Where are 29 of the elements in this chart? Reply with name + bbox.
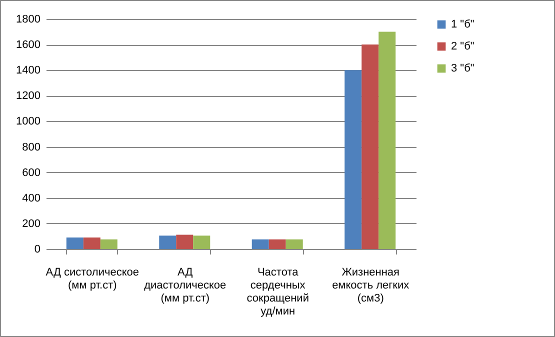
y-tick-label: 1200 xyxy=(16,90,40,102)
y-tick-label: 1600 xyxy=(16,39,40,52)
bar xyxy=(268,239,286,249)
bar xyxy=(378,32,396,249)
bar xyxy=(344,70,362,249)
y-tick-label: 1400 xyxy=(16,64,40,77)
y-tick-label: 200 xyxy=(22,218,40,230)
bar xyxy=(193,236,210,249)
bar xyxy=(252,239,269,249)
x-tick-label: Частота сердечных сокращений уд/мин xyxy=(246,266,309,318)
legend-label: 1 "б" xyxy=(451,18,474,30)
x-tick-label: АД систолическое (мм рт.ст) xyxy=(46,266,140,292)
legend-label: 2 "б" xyxy=(451,40,474,52)
bar xyxy=(362,44,379,249)
y-tick-label: 0 xyxy=(34,244,40,256)
bar xyxy=(159,236,176,249)
bar xyxy=(83,238,100,249)
x-tick-label: АД диастолическое (мм рт.ст) xyxy=(144,266,226,304)
y-tick-label: 400 xyxy=(22,192,40,204)
y-tick-label: 1000 xyxy=(16,116,40,128)
y-tick-label: 600 xyxy=(22,166,40,179)
bar xyxy=(176,234,194,249)
bar xyxy=(286,239,303,249)
legend-label: 3 "б" xyxy=(451,62,474,74)
x-tick-label: Жизненная емкость легких (см3) xyxy=(332,266,410,304)
y-tick-label: 800 xyxy=(22,141,40,154)
y-tick-label: 1800 xyxy=(16,14,40,26)
bar xyxy=(100,239,118,249)
bar xyxy=(66,238,84,249)
